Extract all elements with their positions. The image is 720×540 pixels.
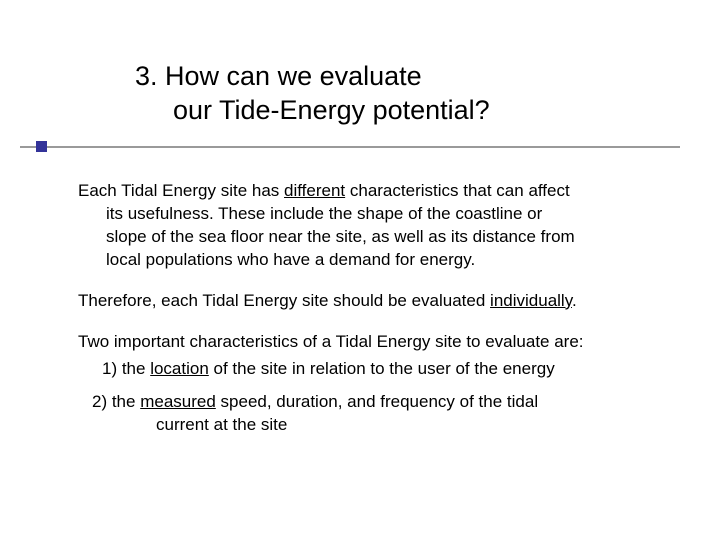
p1-text-b: characteristics that can affect	[345, 181, 570, 200]
li2-text-b: speed, duration, and frequency of the ti…	[216, 392, 538, 411]
title-line-2: our Tide-Energy potential?	[135, 94, 680, 128]
list-item-2: 2) the measured speed, duration, and fre…	[78, 391, 680, 437]
paragraph-3: Two important characteristics of a Tidal…	[78, 331, 680, 354]
p2-text-b: .	[572, 291, 577, 310]
title-line-1: 3. How can we evaluate	[135, 60, 680, 94]
li2-underline-measured: measured	[140, 392, 216, 411]
p2-text-a: Therefore, each Tidal Energy site should…	[78, 291, 490, 310]
p1-line3: slope of the sea floor near the site, as…	[78, 226, 680, 249]
li2-text-a: 2) the	[92, 392, 140, 411]
li2-line2: current at the site	[92, 414, 680, 437]
p1-line4: local populations who have a demand for …	[78, 249, 680, 272]
li1-text-a: 1) the	[102, 359, 150, 378]
li1-underline-location: location	[150, 359, 209, 378]
divider-line	[20, 146, 680, 148]
p1-line2: its usefulness. These include the shape …	[78, 203, 680, 226]
p1-underline-different: different	[284, 181, 345, 200]
slide-title: 3. How can we evaluate our Tide-Energy p…	[135, 60, 680, 128]
p1-text-a: Each Tidal Energy site has	[78, 181, 284, 200]
paragraph-2: Therefore, each Tidal Energy site should…	[78, 290, 680, 313]
list-item-1: 1) the location of the site in relation …	[78, 358, 680, 381]
accent-square-icon	[36, 141, 47, 152]
slide-body: Each Tidal Energy site has different cha…	[78, 180, 680, 436]
p2-underline-individually: individually	[490, 291, 572, 310]
paragraph-1: Each Tidal Energy site has different cha…	[78, 180, 680, 272]
li1-text-b: of the site in relation to the user of t…	[209, 359, 555, 378]
